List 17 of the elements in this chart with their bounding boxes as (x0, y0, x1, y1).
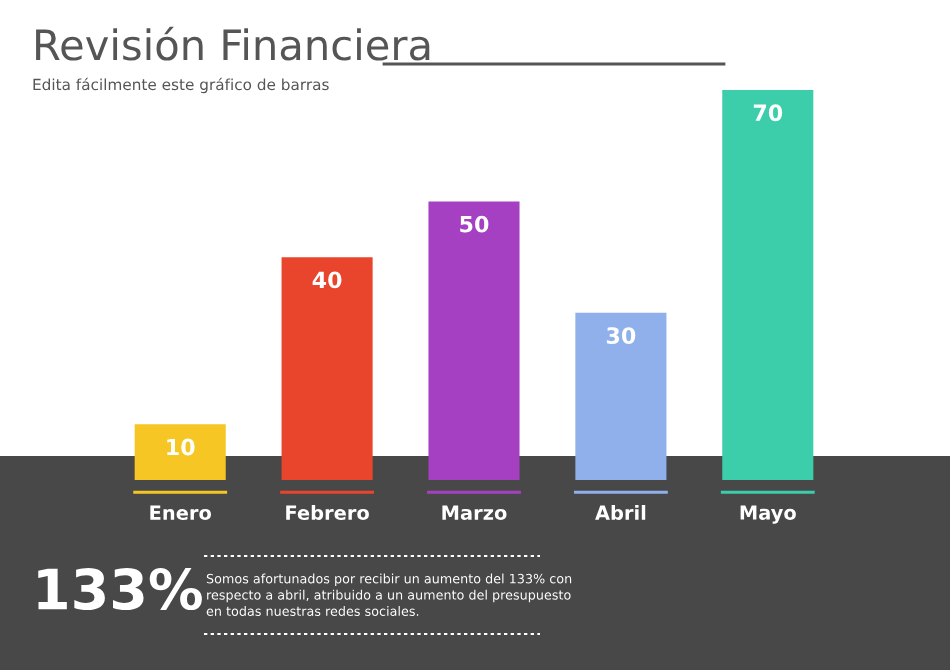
x-tick-label: Enero (150, 505, 211, 521)
bar (575, 312, 667, 480)
text: 133% (38, 568, 202, 611)
bar (281, 257, 373, 480)
x-tick-label: Abril (595, 505, 646, 521)
bar (722, 90, 814, 480)
x-tick-label: Mayo (740, 505, 796, 524)
data-label: 70 (753, 104, 783, 122)
x-tick-label: Marzo (442, 505, 507, 521)
data-label: 40 (312, 271, 342, 289)
bar (428, 201, 520, 480)
chart-title: Revisión Financiera (36, 26, 430, 61)
data-label: 10 (167, 438, 195, 456)
bar (134, 424, 226, 480)
data-label: 30 (606, 327, 636, 344)
data-label: 50 (460, 215, 489, 233)
x-tick-label: Febrero (286, 505, 369, 521)
